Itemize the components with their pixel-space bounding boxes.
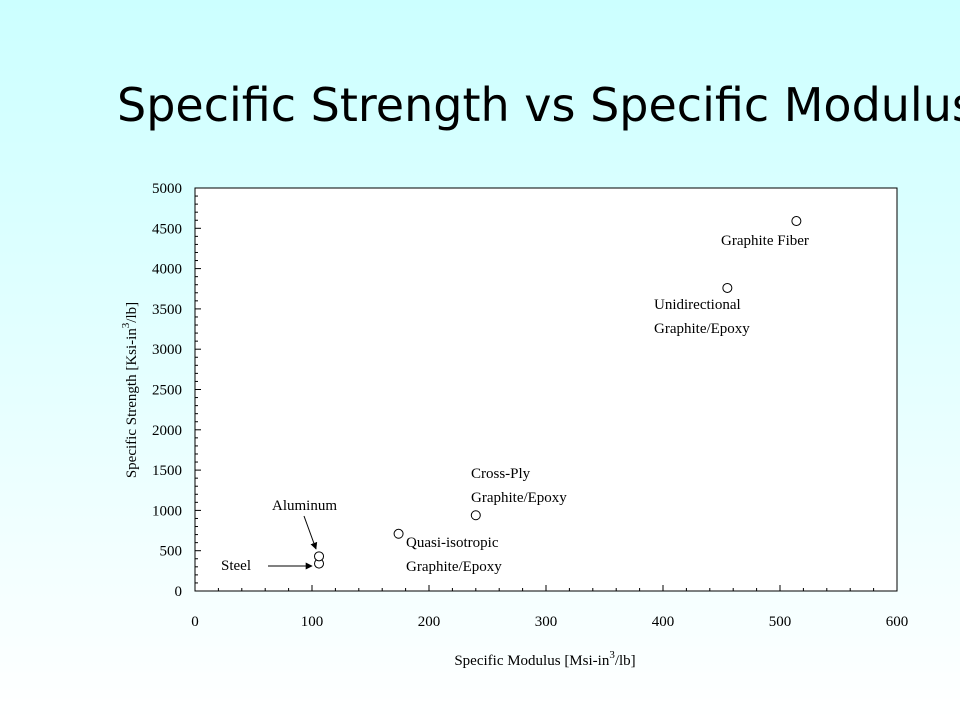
point-annotation: Unidirectional Graphite/Epoxy xyxy=(654,297,750,337)
annotation-line: Graphite Fiber xyxy=(721,233,809,249)
x-tick-label: 300 xyxy=(535,614,558,630)
y-axis-label: Specific Strength [Ksi-in3/lb] xyxy=(120,302,140,478)
annotation-line: Unidirectional xyxy=(654,297,741,313)
y-axis-label-end: /lb] xyxy=(124,302,140,323)
data-point xyxy=(393,528,404,539)
y-axis-label-main: Specific Strength [Ksi-in xyxy=(124,328,140,478)
slide-title: Specific Strength vs Specific Modulus xyxy=(117,78,960,132)
y-tick-label: 4500 xyxy=(152,221,182,237)
y-tick-label: 5000 xyxy=(152,181,182,197)
y-tick-label: 3500 xyxy=(152,302,182,318)
y-axis-label-sup: 3 xyxy=(120,322,132,328)
x-tick-label: 500 xyxy=(769,614,792,630)
y-tick-label: 1000 xyxy=(152,503,182,519)
y-tick-label: 0 xyxy=(175,584,183,600)
point-annotation: Graphite Fiber xyxy=(721,233,809,249)
x-axis-label-end: /lb] xyxy=(615,653,636,669)
annotation-line: Graphite/Epoxy xyxy=(406,559,502,575)
x-axis-label: Specific Modulus [Msi-in3/lb] xyxy=(454,649,635,669)
point-annotation: Steel xyxy=(221,558,251,574)
data-points xyxy=(314,216,802,569)
x-tick-label: 400 xyxy=(652,614,675,630)
annotation-arrow xyxy=(303,515,318,550)
annotation-line: Quasi-isotropic xyxy=(406,535,499,551)
x-tick-label: 600 xyxy=(886,614,909,630)
y-tick-label: 500 xyxy=(160,544,183,560)
y-tick-label: 2000 xyxy=(152,423,182,439)
axis-ticks xyxy=(194,187,898,592)
annotation-line: Graphite/Epoxy xyxy=(471,490,567,506)
annotations: Steel Aluminum Quasi-isotropic Graphite/Epo… xyxy=(221,233,809,575)
annotation-line: Steel xyxy=(221,558,251,574)
axis-tick-labels: 0 100 200 300 400 500 600 0 500 1000 1500 2000 2500 3… xyxy=(152,181,908,630)
point-annotation: Cross-Ply Graphite/Epoxy xyxy=(471,466,567,506)
x-axis-label-main: Specific Modulus [Msi-in xyxy=(454,653,609,669)
data-point xyxy=(791,216,802,227)
y-tick-label: 1500 xyxy=(152,463,182,479)
annotation-line: Aluminum xyxy=(272,498,337,514)
point-annotation: Quasi-isotropic Graphite/Epoxy xyxy=(406,535,502,575)
data-point xyxy=(470,510,481,521)
x-axis-label-sup: 3 xyxy=(609,649,615,661)
data-point xyxy=(722,282,733,293)
x-tick-label: 100 xyxy=(301,614,324,630)
point-annotation: Aluminum xyxy=(272,498,337,514)
y-tick-label: 2500 xyxy=(152,383,182,399)
x-tick-label: 0 xyxy=(191,614,199,630)
y-tick-label: 3000 xyxy=(152,342,182,358)
annotation-line: Cross-Ply xyxy=(471,466,531,482)
annotation-line: Graphite/Epoxy xyxy=(654,321,750,337)
x-tick-label: 200 xyxy=(418,614,441,630)
plot-area xyxy=(194,187,898,592)
data-point xyxy=(314,551,325,562)
y-tick-label: 4000 xyxy=(152,262,182,278)
